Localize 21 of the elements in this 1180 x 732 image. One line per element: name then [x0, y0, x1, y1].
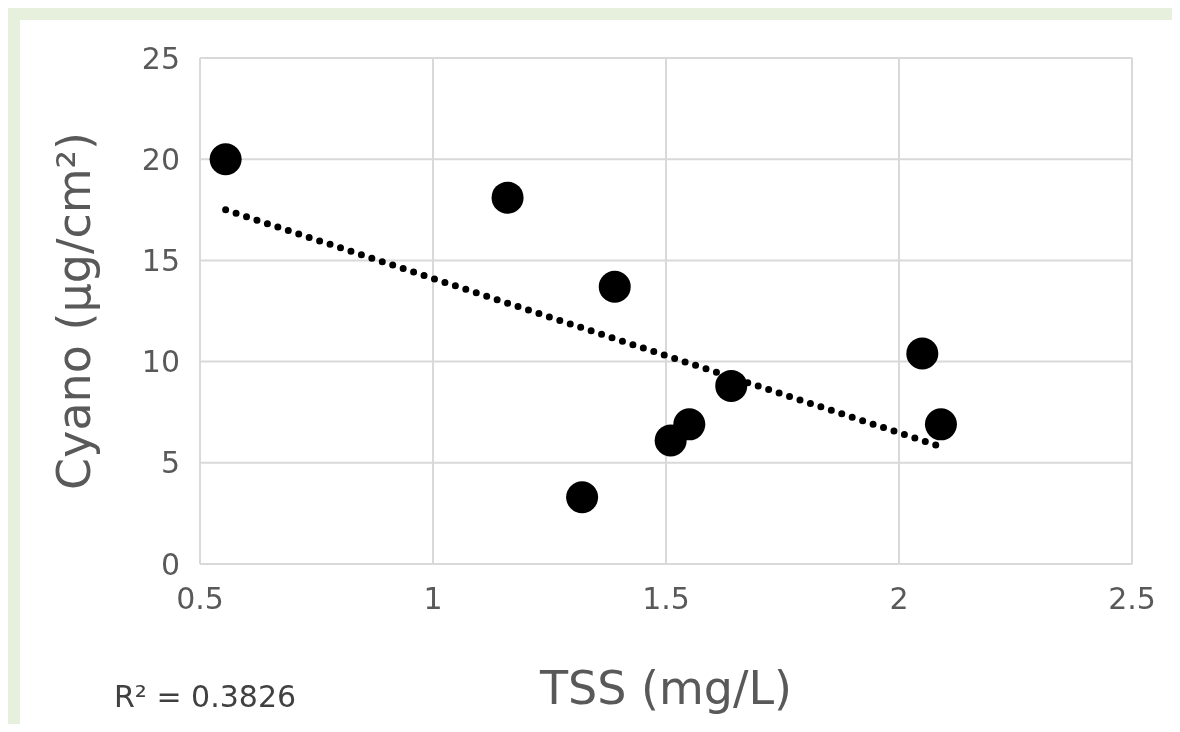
y-tick-label: 10 — [141, 344, 180, 380]
x-tick-label: 1 — [423, 581, 443, 617]
y-tick-label: 20 — [141, 141, 180, 177]
y-tick-label: 15 — [141, 243, 180, 279]
x-axis-title: TSS (mg/L) — [538, 661, 793, 715]
y-tick-label: 25 — [141, 40, 180, 76]
point — [598, 270, 631, 303]
point — [209, 143, 242, 176]
point — [906, 337, 939, 370]
x-tick-label: 1.5 — [642, 581, 690, 617]
y-axis-title: Cyano (μg/cm²) — [47, 132, 102, 490]
point — [924, 408, 957, 441]
point — [566, 481, 599, 514]
x-tick-label: 2 — [889, 581, 909, 617]
point — [673, 408, 706, 441]
y-tick-label: 0 — [160, 546, 180, 582]
text: R² = 0.3826 — [114, 679, 297, 714]
x-tick-label: 2.5 — [1108, 581, 1156, 617]
point — [491, 181, 524, 214]
y-tick-label: 5 — [160, 445, 180, 481]
x-tick-label: 0.5 — [176, 581, 224, 617]
